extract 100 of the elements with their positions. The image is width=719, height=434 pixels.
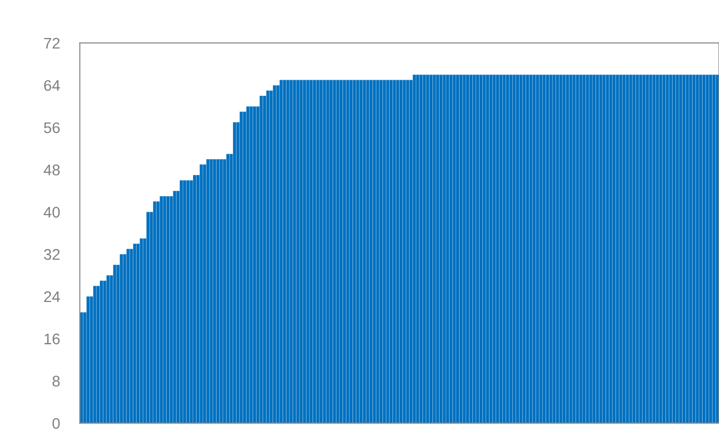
bar bbox=[712, 74, 716, 424]
bar bbox=[708, 74, 713, 424]
bar bbox=[562, 74, 566, 424]
bar bbox=[626, 74, 630, 424]
bar bbox=[172, 190, 177, 424]
bar bbox=[352, 80, 356, 424]
y-tick-label: 16 bbox=[44, 334, 60, 344]
bar bbox=[582, 74, 586, 424]
bar bbox=[392, 80, 396, 424]
bar bbox=[272, 85, 276, 424]
bar bbox=[612, 74, 616, 424]
bar bbox=[642, 74, 646, 424]
bar bbox=[252, 106, 256, 424]
bar bbox=[556, 74, 560, 424]
bar bbox=[359, 80, 363, 424]
bar bbox=[672, 74, 676, 424]
bar bbox=[606, 74, 610, 424]
bar bbox=[459, 74, 463, 424]
bar bbox=[106, 275, 110, 424]
bar bbox=[146, 212, 150, 424]
bar bbox=[646, 74, 650, 424]
y-tick-label: 8 bbox=[52, 376, 60, 387]
bar bbox=[436, 74, 440, 424]
bar bbox=[309, 80, 314, 424]
bar bbox=[572, 74, 576, 424]
bar bbox=[192, 174, 197, 424]
bar bbox=[622, 74, 626, 424]
bar bbox=[289, 80, 294, 424]
y-tick-label: 40 bbox=[44, 206, 60, 218]
bar bbox=[692, 74, 696, 424]
bar bbox=[446, 74, 450, 424]
bar bbox=[302, 80, 306, 424]
bar bbox=[632, 74, 636, 424]
bar bbox=[406, 80, 410, 424]
bar bbox=[652, 74, 656, 424]
bar bbox=[698, 74, 703, 424]
bar bbox=[456, 74, 460, 424]
bar bbox=[476, 74, 480, 424]
bar bbox=[232, 122, 236, 424]
bar bbox=[616, 74, 620, 424]
bar bbox=[519, 74, 523, 424]
bar bbox=[602, 74, 606, 424]
bar bbox=[486, 74, 490, 424]
bar bbox=[332, 80, 336, 424]
bar bbox=[662, 74, 666, 424]
bar bbox=[342, 80, 346, 424]
bar bbox=[449, 74, 453, 424]
bar bbox=[362, 80, 366, 424]
bar bbox=[152, 201, 157, 424]
y-tick-label: 24 bbox=[44, 291, 60, 302]
bar bbox=[162, 196, 167, 424]
bar bbox=[282, 80, 286, 424]
bar bbox=[536, 74, 540, 424]
y-tick-label: 56 bbox=[44, 122, 60, 134]
bar bbox=[586, 74, 590, 424]
bar bbox=[86, 296, 90, 424]
bar bbox=[319, 80, 324, 424]
bar bbox=[206, 158, 210, 424]
bar bbox=[496, 74, 500, 424]
bar bbox=[489, 74, 493, 424]
bar bbox=[678, 74, 683, 424]
bar bbox=[466, 74, 470, 424]
bar bbox=[399, 80, 403, 424]
bar bbox=[226, 154, 230, 424]
bar bbox=[668, 74, 673, 424]
bar bbox=[216, 158, 220, 424]
bar bbox=[532, 74, 536, 424]
y-tick-label: 32 bbox=[44, 249, 60, 260]
bar bbox=[212, 158, 216, 424]
bar bbox=[429, 74, 433, 424]
bar bbox=[506, 74, 510, 424]
bar bbox=[339, 80, 343, 424]
bar bbox=[369, 80, 373, 424]
bar bbox=[279, 80, 284, 424]
bar bbox=[100, 280, 104, 424]
bar bbox=[566, 74, 570, 424]
bar bbox=[349, 80, 353, 424]
bar bbox=[479, 74, 483, 424]
bar bbox=[419, 74, 423, 424]
bar bbox=[499, 74, 503, 424]
bar bbox=[292, 80, 296, 424]
bar bbox=[132, 243, 137, 424]
bar bbox=[688, 74, 693, 424]
bar bbox=[469, 74, 473, 424]
bar bbox=[120, 254, 124, 424]
bar bbox=[416, 74, 420, 424]
bar bbox=[379, 80, 383, 424]
bar bbox=[312, 80, 316, 424]
y-tick-label: 0 bbox=[52, 418, 60, 429]
bar bbox=[682, 74, 686, 424]
bar bbox=[526, 74, 530, 424]
bar bbox=[542, 74, 546, 424]
bar bbox=[546, 74, 550, 424]
bar bbox=[126, 248, 130, 424]
bar bbox=[372, 80, 376, 424]
bar bbox=[182, 180, 187, 424]
bar bbox=[322, 80, 326, 424]
y-tick-label: 72 bbox=[44, 38, 60, 48]
bar bbox=[166, 196, 170, 424]
bar bbox=[516, 74, 520, 424]
